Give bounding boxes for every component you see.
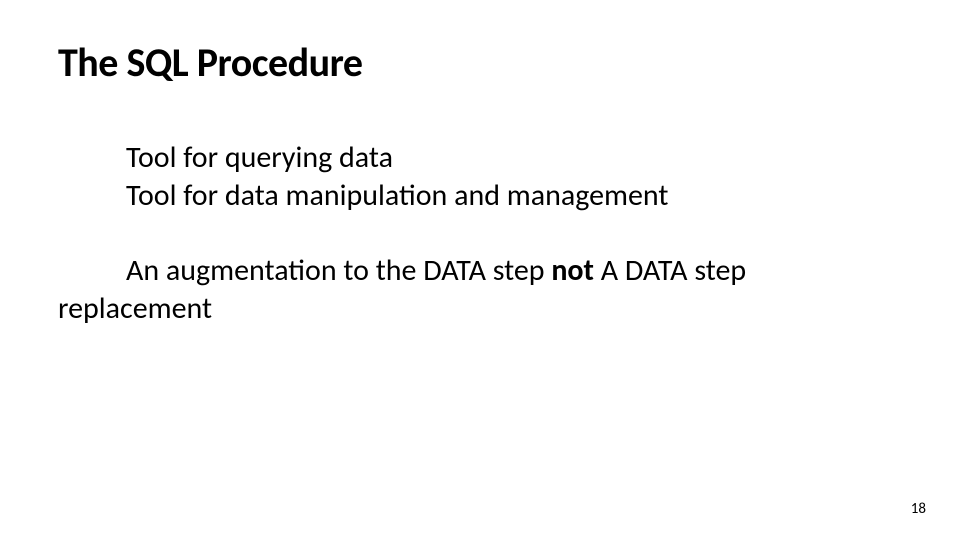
slide: The SQL Procedure Tool for querying data… (0, 0, 960, 540)
slide-body: Tool for querying data Tool for data man… (58, 139, 902, 327)
body-line-2: Tool for data manipulation and managemen… (58, 177, 902, 215)
page-number: 18 (911, 500, 926, 518)
body-line-1: Tool for querying data (58, 139, 902, 177)
spacer (58, 214, 902, 252)
body-paragraph: An augmentation to the DATA step not A D… (58, 252, 902, 327)
para-part-a: An augmentation to the DATA step (126, 252, 551, 289)
para-part-b-bold: not (551, 252, 594, 289)
slide-title: The SQL Procedure (58, 38, 902, 87)
